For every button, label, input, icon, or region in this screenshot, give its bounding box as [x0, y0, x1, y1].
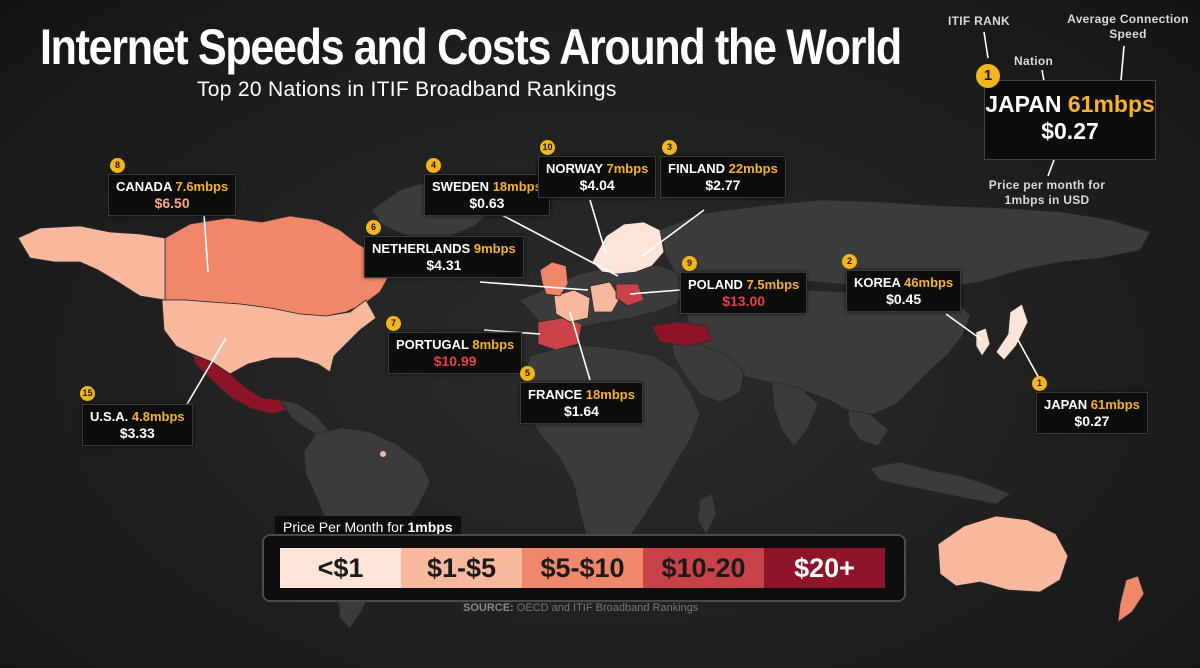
key-example-nation: JAPAN	[985, 91, 1062, 117]
price-legend-title: Price Per Month for 1mbps	[275, 516, 461, 538]
label-usa[interactable]: U.S.A. 4.8mbps $3.33	[82, 404, 193, 447]
dot-caribbean	[380, 451, 386, 457]
rank-badge-canada: 8	[110, 158, 125, 173]
price-range-1-5: $1-$5	[401, 548, 522, 588]
country-portugal-spain	[537, 317, 583, 351]
region-africa	[521, 345, 701, 557]
key-example-box: JAPAN 61mbps $0.27	[984, 80, 1156, 160]
country-new-zealand	[1117, 575, 1145, 623]
rank-badge-portugal: 7	[386, 316, 401, 331]
label-norway[interactable]: NORWAY 7mbps $4.04	[538, 156, 657, 199]
label-portugal[interactable]: PORTUGAL 8mbps $10.99	[388, 332, 523, 375]
rank-badge-poland: 9	[682, 256, 697, 271]
leader-finland	[641, 209, 705, 257]
price-range-over-20: $20+	[764, 548, 885, 588]
region-middle-east	[671, 341, 745, 403]
country-korea	[975, 327, 991, 357]
region-southeast-asia	[847, 409, 889, 447]
rank-badge-usa: 15	[80, 386, 95, 401]
country-poland	[615, 283, 645, 307]
label-poland[interactable]: POLAND 7.5mbps $13.00	[680, 272, 808, 315]
country-germany	[589, 281, 621, 313]
source-note: SOURCE: OECD and ITIF Broadband Rankings	[463, 602, 699, 614]
rank-badge-korea: 2	[842, 254, 857, 269]
region-india	[771, 381, 819, 447]
rank-badge-japan: 1	[1032, 376, 1047, 391]
region-madagascar	[697, 493, 717, 535]
leader-key-price	[1047, 159, 1055, 177]
label-japan[interactable]: JAPAN 61mbps $0.27	[1036, 392, 1148, 435]
leader-usa	[185, 337, 227, 407]
price-range-10-20: $10-20	[643, 548, 764, 588]
leader-japan	[1017, 339, 1041, 381]
price-range-under-1: <$1	[280, 548, 401, 588]
leader-netherlands	[479, 281, 589, 291]
rank-badge-norway: 10	[540, 140, 555, 155]
leader-sweden	[499, 213, 619, 277]
leader-poland	[629, 289, 681, 295]
region-indonesia	[869, 461, 1011, 505]
label-canada[interactable]: CANADA 7.6mbps $6.50	[108, 174, 237, 217]
key-example-speed: 61mbps	[1067, 91, 1155, 117]
key-rank-badge: 1	[976, 64, 1000, 88]
label-finland[interactable]: FINLAND 22mbps $2.77	[660, 156, 786, 199]
rank-badge-finland: 3	[662, 140, 677, 155]
key-nation-label: Nation	[1014, 54, 1054, 68]
country-alaska	[17, 225, 166, 301]
rank-badge-france: 5	[520, 366, 535, 381]
leader-korea	[945, 313, 983, 341]
page-title: Internet Speeds and Costs Around the Wor…	[40, 19, 902, 75]
country-australia	[937, 515, 1069, 593]
country-france	[553, 289, 591, 323]
label-france[interactable]: FRANCE 18mbps $1.64	[520, 382, 643, 425]
country-japan	[995, 303, 1029, 361]
label-korea[interactable]: KOREA 46mbps $0.45	[846, 270, 962, 313]
key-speed-label: Average Connection Speed	[1067, 12, 1189, 41]
rank-badge-netherlands: 6	[366, 220, 381, 235]
key-price-label: Price per month for 1mbps in USD	[988, 178, 1106, 207]
label-netherlands[interactable]: NETHERLANDS 9mbps $4.31	[364, 236, 524, 279]
region-central-america	[279, 399, 331, 437]
leader-key-rank	[983, 31, 989, 59]
label-sweden[interactable]: SWEDEN 18mbps $0.63	[424, 174, 550, 217]
country-turkey	[651, 321, 713, 347]
price-range-5-10: $5-$10	[522, 548, 643, 588]
leader-france	[569, 311, 591, 381]
price-legend: <$1 $1-$5 $5-$10 $10-20 $20+	[262, 534, 906, 602]
leader-norway	[589, 199, 607, 255]
page-subtitle: Top 20 Nations in ITIF Broadband Ranking…	[197, 78, 617, 101]
rank-badge-sweden: 4	[426, 158, 441, 173]
country-mexico	[191, 353, 287, 415]
key-rank-label: ITIF RANK	[948, 14, 1011, 28]
key-example-price: $0.27	[1041, 118, 1099, 144]
leader-canada	[203, 213, 209, 273]
